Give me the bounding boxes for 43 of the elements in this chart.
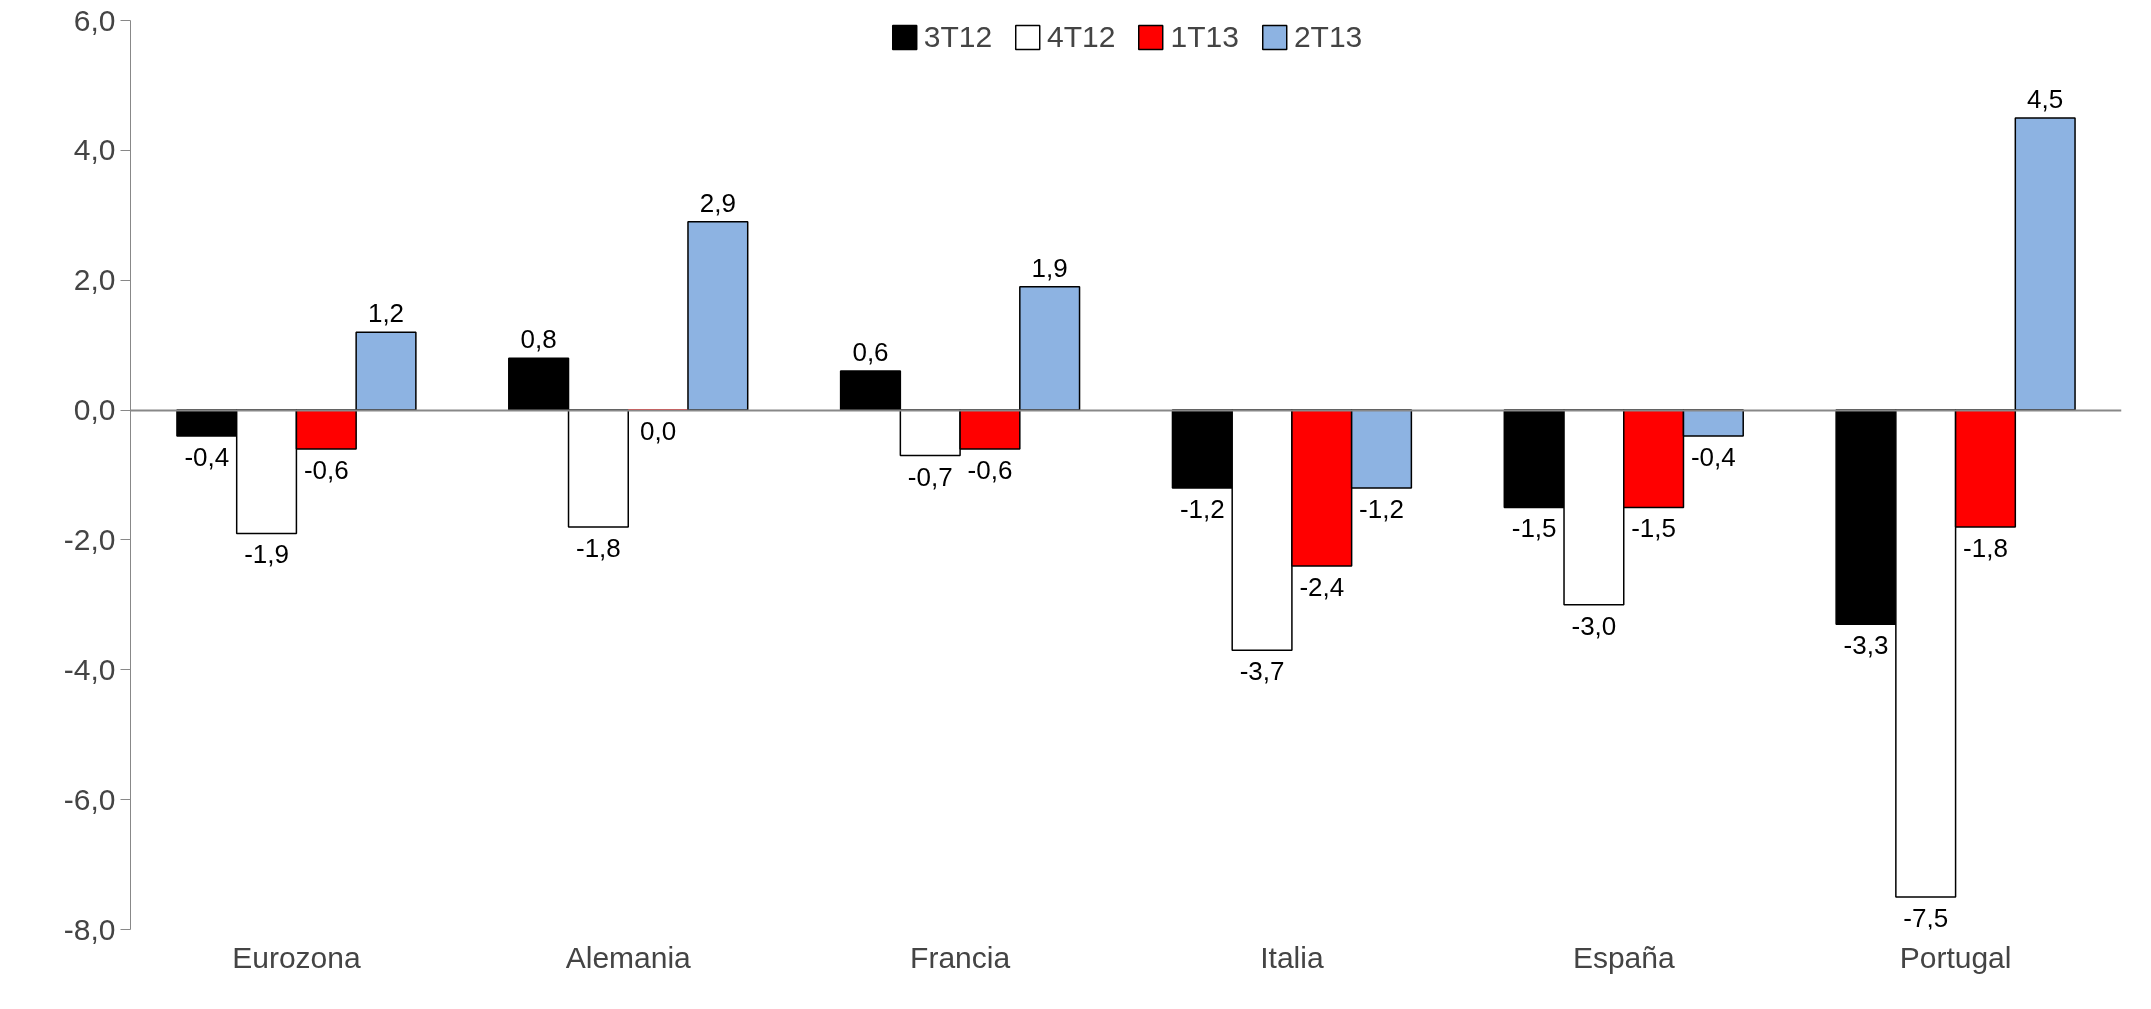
y-tick-label: 2,0 — [73, 263, 116, 297]
y-tick-label: -2,0 — [63, 522, 116, 556]
data-label: 0,0 — [640, 416, 677, 447]
data-label: -3,0 — [1571, 610, 1617, 641]
data-label: -0,6 — [303, 455, 349, 486]
data-label: -7,5 — [1903, 903, 1949, 934]
y-tick-label: -8,0 — [63, 912, 116, 946]
data-label: 2,9 — [699, 187, 736, 218]
legend-label: 1T13 — [1170, 20, 1239, 54]
bar — [687, 221, 749, 411]
x-tick-label: Eurozona — [232, 940, 361, 974]
x-tick-label: Alemania — [565, 940, 692, 974]
y-tick-label: -6,0 — [63, 782, 116, 816]
data-label: -1,9 — [244, 539, 289, 570]
y-tick-label: -4,0 — [63, 652, 116, 686]
data-label: -2,4 — [1299, 571, 1345, 602]
x-tick-label: Portugal — [1899, 940, 2012, 974]
y-tick-label: 4,0 — [73, 133, 116, 167]
data-label: -1,5 — [1511, 513, 1557, 544]
data-label: -0,4 — [184, 442, 230, 473]
data-label: -1,5 — [1631, 513, 1677, 544]
data-label: 1,2 — [367, 298, 405, 329]
data-label: -1,8 — [575, 532, 621, 563]
legend-label: 4T12 — [1047, 20, 1116, 54]
data-label: 0,6 — [852, 337, 889, 368]
data-label: -3,3 — [1843, 630, 1889, 661]
x-tick-label: España — [1572, 940, 1675, 974]
data-label: -3,7 — [1239, 656, 1285, 687]
data-label: -0,7 — [907, 461, 953, 492]
data-label: -1,8 — [1963, 532, 2008, 563]
x-tick-label: Italia — [1260, 940, 1324, 974]
data-label: -0,6 — [967, 455, 1013, 486]
legend-label: 3T12 — [923, 20, 993, 54]
data-label: -1,2 — [1179, 493, 1225, 524]
data-label: -0,4 — [1690, 442, 1736, 473]
data-label: 4,5 — [2027, 83, 2064, 114]
y-tick-label: 0,0 — [73, 393, 116, 427]
data-label: 0,8 — [520, 324, 557, 355]
data-label: -1,2 — [1359, 493, 1404, 524]
data-label: 1,9 — [1031, 252, 1068, 283]
x-tick-label: Francia — [910, 940, 1011, 974]
y-tick-label: 6,0 — [73, 3, 116, 37]
legend-label: 2T13 — [1293, 20, 1363, 54]
